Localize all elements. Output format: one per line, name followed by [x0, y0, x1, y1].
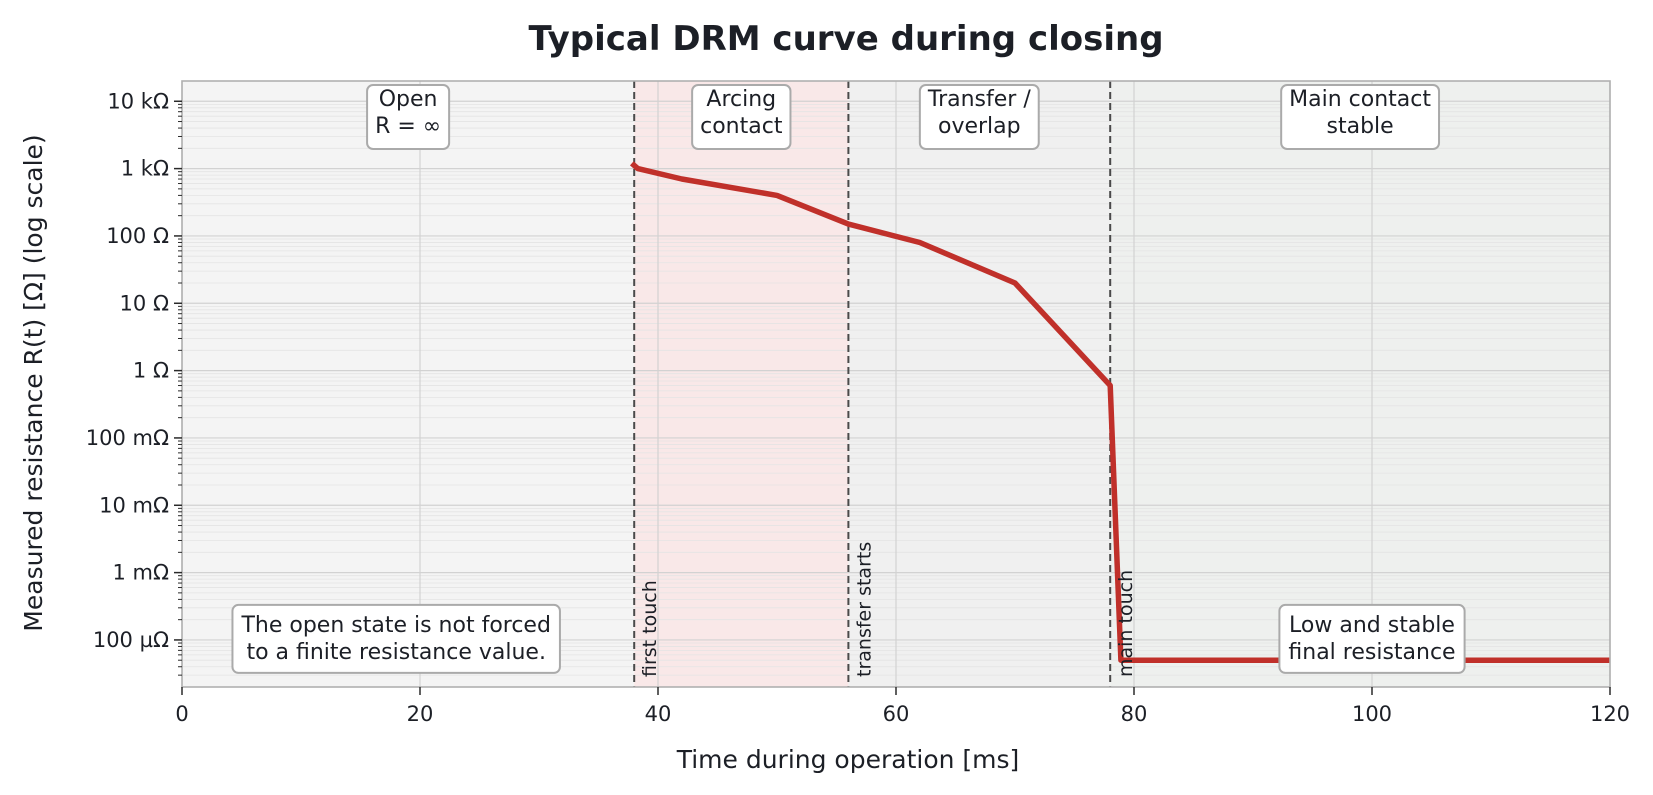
region-label-text: Open [379, 87, 438, 112]
x-axis [181, 687, 1611, 695]
annotation-text: final resistance [1288, 640, 1455, 665]
y-tick-label: 10 kΩ [107, 89, 169, 113]
y-tick-label: 10 Ω [120, 291, 169, 315]
region-band-0 [182, 81, 635, 687]
region-label-frame [918, 84, 1040, 150]
region-label-box-2: Transfer /overlap [918, 84, 1040, 150]
annotation-text: Low and stable [1289, 613, 1455, 638]
region-label-text: Arcing [706, 87, 776, 112]
series-line-0 [629, 161, 1610, 663]
region-label-text: contact [700, 114, 783, 139]
x-tick-label: 40 [645, 702, 672, 726]
x-axis-label: Time during operation [ms] [676, 745, 1020, 774]
y-axis [174, 100, 182, 676]
x-tick-label: 120 [1590, 702, 1630, 726]
y-tick-label: 1 Ω [133, 359, 169, 383]
region-band-1 [634, 81, 849, 687]
marker-label-1: transfer starts [853, 542, 875, 677]
region-label-text: stable [1327, 114, 1394, 139]
y-tick-label: 100 mΩ [86, 426, 169, 450]
plot-area: first touch transfer starts main touch Open… [86, 80, 1630, 726]
y-axis-label: Measured resistance R(t) [Ω] (log scale) [19, 134, 48, 631]
region-label-frame [366, 84, 451, 150]
y-tick-label: 10 mΩ [99, 493, 169, 517]
region-label-frame [1280, 84, 1441, 150]
y-tick-label: 1 kΩ [121, 157, 169, 181]
x-tick-label: 20 [407, 702, 434, 726]
y-tick-label: 1 mΩ [112, 561, 169, 585]
region-band-3 [1110, 81, 1610, 687]
annotation-frame [1278, 603, 1466, 674]
y-tick-label: 100 µΩ [93, 628, 169, 652]
x-tick-label: 60 [883, 702, 910, 726]
marker-label-0: first touch [639, 580, 661, 677]
x-tick-label: 0 [175, 702, 188, 726]
region-band-2 [848, 81, 1111, 687]
y-tick-label: 100 Ω [106, 224, 169, 248]
annotation-text: The open state is not forced [240, 613, 550, 638]
region-label-text: R = ∞ [375, 114, 441, 139]
region-label-text: Transfer / [927, 87, 1031, 112]
x-tick-label: 80 [1121, 702, 1148, 726]
annotation-frame [231, 603, 561, 674]
marker-label-2: main touch [1115, 570, 1137, 677]
region-label-text: overlap [938, 114, 1021, 139]
chart-title: Typical DRM curve during closing [528, 19, 1163, 59]
region-label-text: Main contact [1289, 87, 1431, 112]
x-tick-label: 100 [1352, 702, 1392, 726]
annotation-text: to a finite resistance value. [246, 640, 546, 665]
region-label-frame [691, 84, 792, 150]
